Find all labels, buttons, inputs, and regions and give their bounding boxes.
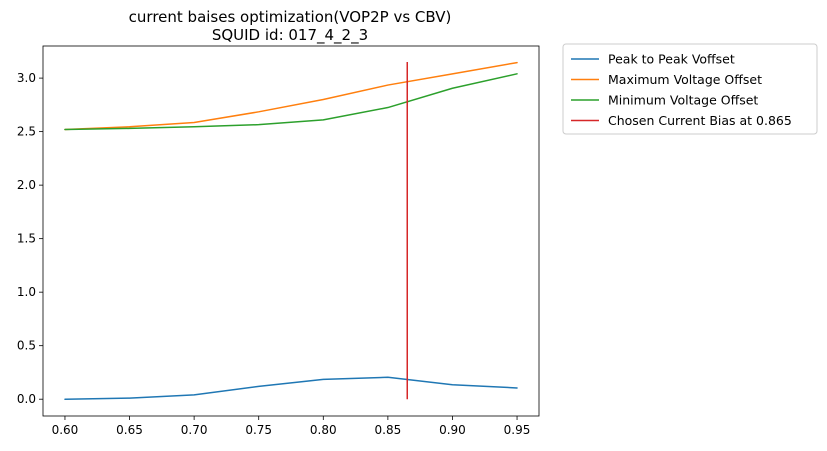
x-tick-label: 0.70 <box>181 423 208 437</box>
x-tick-label: 0.80 <box>310 423 337 437</box>
y-tick-label: 2.0 <box>17 178 36 192</box>
x-tick-label: 0.65 <box>116 423 143 437</box>
series-peak-to-peak-voffset-line <box>64 376 518 400</box>
legend-label: Peak to Peak Voffset <box>608 52 735 67</box>
x-tick-label: 0.85 <box>375 423 402 437</box>
axes: 0.60 0.65 0.70 0.75 0.80 0.85 0.90 0.95 0.0 0.5 1.… <box>17 45 540 437</box>
legend-label: Maximum Voltage Offset <box>608 72 762 87</box>
legend: Peak to Peak Voffset Maximum Voltage Offs… <box>562 43 818 135</box>
chart-title-line-1: current baises optimization(VOP2P vs CBV… <box>129 8 452 26</box>
y-tick-label: 3.0 <box>17 71 36 85</box>
plot-frame <box>42 45 540 417</box>
legend-label: Chosen Current Bias at 0.865 <box>608 113 792 128</box>
chart-title-line-2: SQUID id: 017_4_2_3 <box>212 26 368 45</box>
y-tick-label: 2.5 <box>17 125 36 139</box>
y-tick-label: 0.5 <box>17 339 36 353</box>
legend-label: Minimum Voltage Offset <box>608 93 758 108</box>
legend-box <box>562 43 818 135</box>
y-tick-label: 1.5 <box>17 232 36 246</box>
series-maximum-voltage-offset-line <box>64 61 518 131</box>
x-tick-label: 0.75 <box>245 423 272 437</box>
series-minimum-voltage-offset-line <box>64 73 518 131</box>
x-tick-label: 0.60 <box>52 423 79 437</box>
x-tick-label: 0.90 <box>439 423 466 437</box>
y-tick-label: 0.0 <box>17 392 36 406</box>
y-tick-label: 1.0 <box>17 285 36 299</box>
x-tick-label: 0.95 <box>504 423 531 437</box>
plot-series <box>64 61 518 400</box>
